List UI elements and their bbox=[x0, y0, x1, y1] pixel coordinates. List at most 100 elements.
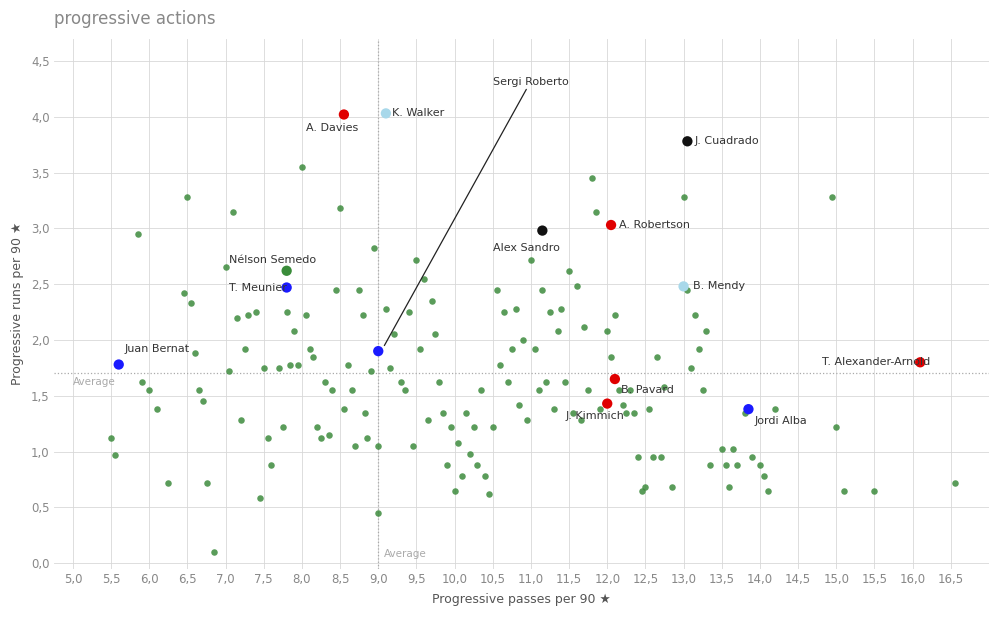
Point bbox=[382, 363, 398, 373]
Text: K. Walker: K. Walker bbox=[392, 109, 444, 118]
Point bbox=[290, 360, 306, 370]
Point bbox=[357, 408, 373, 418]
Point bbox=[691, 344, 707, 354]
Point bbox=[473, 385, 489, 395]
Text: Nélson Semedo: Nélson Semedo bbox=[229, 255, 317, 265]
Point bbox=[256, 363, 272, 373]
Point bbox=[408, 255, 424, 265]
Point bbox=[221, 366, 237, 376]
Point bbox=[538, 378, 554, 387]
Point bbox=[237, 344, 253, 354]
Text: Sergi Roberto: Sergi Roberto bbox=[384, 77, 568, 346]
Point bbox=[466, 422, 482, 432]
Point bbox=[363, 366, 379, 376]
Point bbox=[603, 352, 619, 362]
Point bbox=[676, 192, 692, 202]
Point bbox=[336, 404, 352, 414]
X-axis label: Progressive passes per 90 ★: Progressive passes per 90 ★ bbox=[432, 593, 611, 606]
Point bbox=[599, 399, 615, 408]
Point bbox=[370, 508, 386, 518]
Text: J. Cuadrado: J. Cuadrado bbox=[695, 136, 760, 146]
Point bbox=[580, 385, 596, 395]
Point bbox=[344, 385, 360, 395]
Point bbox=[103, 433, 119, 443]
Point bbox=[191, 385, 207, 395]
Point bbox=[496, 307, 512, 317]
Point bbox=[424, 296, 440, 306]
Point bbox=[263, 460, 279, 470]
Point bbox=[305, 352, 321, 362]
Point bbox=[279, 266, 295, 276]
Point bbox=[107, 450, 123, 460]
Point bbox=[618, 408, 634, 418]
Point bbox=[485, 422, 501, 432]
Point bbox=[462, 449, 478, 459]
Point bbox=[645, 452, 661, 462]
Point bbox=[542, 307, 558, 317]
Point bbox=[309, 422, 325, 432]
Point bbox=[294, 162, 310, 172]
Point bbox=[519, 415, 535, 425]
Point bbox=[492, 360, 508, 370]
Text: Juan Bernat: Juan Bernat bbox=[125, 344, 190, 354]
Point bbox=[420, 415, 436, 425]
Point bbox=[649, 352, 665, 362]
Point bbox=[317, 378, 333, 387]
Point bbox=[282, 360, 298, 370]
Point bbox=[637, 482, 653, 492]
Point bbox=[324, 385, 340, 395]
Point bbox=[233, 415, 249, 425]
Point bbox=[760, 486, 776, 495]
Point bbox=[450, 437, 466, 447]
Point bbox=[412, 344, 428, 354]
Point bbox=[615, 400, 631, 410]
Point bbox=[527, 344, 543, 354]
Point bbox=[824, 192, 840, 202]
Point bbox=[195, 396, 211, 406]
Point bbox=[454, 471, 470, 481]
Point bbox=[431, 378, 447, 387]
Point bbox=[340, 360, 356, 370]
Point bbox=[416, 274, 432, 284]
Point bbox=[504, 344, 520, 354]
Point bbox=[447, 486, 463, 495]
Point bbox=[347, 441, 363, 451]
Text: B. Mendy: B. Mendy bbox=[693, 281, 745, 291]
Point bbox=[366, 244, 382, 254]
Point bbox=[225, 207, 241, 217]
Point bbox=[634, 486, 650, 495]
Point bbox=[592, 404, 608, 414]
Point bbox=[546, 404, 562, 414]
Point bbox=[370, 346, 386, 356]
Point bbox=[298, 310, 314, 320]
Point bbox=[313, 433, 329, 443]
Point bbox=[386, 329, 402, 339]
Point bbox=[698, 326, 714, 336]
Point bbox=[511, 400, 527, 410]
Text: T. Meunier: T. Meunier bbox=[229, 283, 287, 292]
Point bbox=[561, 266, 577, 276]
Point bbox=[947, 478, 963, 488]
Text: A. Robertson: A. Robertson bbox=[619, 220, 690, 230]
Point bbox=[557, 378, 573, 387]
Point bbox=[737, 408, 753, 418]
Text: progressive actions: progressive actions bbox=[54, 10, 215, 28]
Point bbox=[679, 136, 695, 146]
Point bbox=[427, 329, 443, 339]
Point bbox=[248, 307, 264, 317]
Point bbox=[553, 304, 569, 313]
Point bbox=[500, 378, 516, 387]
Point bbox=[740, 404, 756, 414]
Point bbox=[653, 452, 669, 462]
Point bbox=[508, 304, 524, 313]
Point bbox=[439, 460, 455, 470]
Point bbox=[531, 385, 547, 395]
Point bbox=[534, 285, 550, 295]
Text: Alex Sandro: Alex Sandro bbox=[493, 244, 560, 254]
Point bbox=[275, 422, 291, 432]
Point bbox=[332, 204, 348, 213]
Point bbox=[695, 385, 711, 395]
Y-axis label: Progressive runs per 90 ★: Progressive runs per 90 ★ bbox=[11, 222, 24, 386]
Point bbox=[641, 404, 657, 414]
Point bbox=[378, 109, 394, 118]
